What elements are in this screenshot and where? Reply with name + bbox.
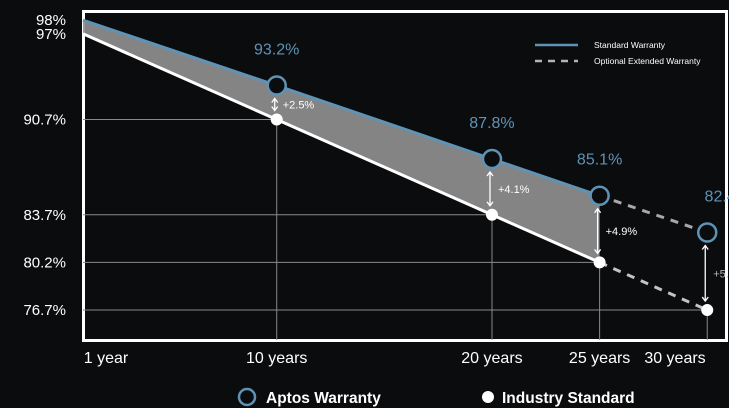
series-legend: Aptos Warranty Industry Standard: [237, 387, 635, 407]
line-style-legend: Standard Warranty Optional Extended Warr…: [535, 40, 701, 66]
plot-frame: [82, 10, 728, 342]
difference-label: +2.5%: [283, 100, 315, 112]
aptos-legend-marker: [237, 387, 257, 407]
aptos-value-label: 82.4%: [705, 188, 729, 205]
aptos-warranty-point: [696, 222, 718, 243]
y-tick-label: 98%: [36, 12, 66, 29]
y-tick-label: 80.2%: [23, 254, 66, 271]
difference-arrow-head: [701, 296, 709, 303]
x-tick-label: 25 years: [569, 350, 630, 367]
y-tick-label: 76.7%: [23, 302, 66, 319]
difference-arrow-head: [486, 170, 494, 177]
warranty-gap-band: [83, 20, 600, 263]
series-line-solid: [82, 18, 601, 198]
industry-legend-label: Industry Standard: [502, 390, 635, 407]
industry-standard-point: [485, 208, 498, 221]
difference-label: +4.1%: [498, 184, 530, 196]
difference-arrow-head: [271, 97, 279, 103]
y-tick-label: 90.7%: [23, 112, 66, 129]
difference-label: +4.9%: [606, 226, 638, 238]
difference-arrow-head: [594, 207, 602, 214]
aptos-value-label: 87.8%: [469, 115, 514, 132]
industry-standard-point: [593, 256, 606, 269]
series-line-dashed: [599, 194, 708, 234]
y-tick-label: 83.7%: [23, 207, 66, 224]
difference-arrow-head: [486, 201, 494, 207]
difference-label: +5.7%: [713, 268, 729, 280]
aptos-value-label: 85.1%: [577, 152, 622, 169]
series-line-solid: [82, 32, 601, 264]
difference-arrow-head: [594, 249, 602, 255]
legend-dashed-label: Optional Extended Warranty: [594, 56, 701, 66]
y-tick-label: 97%: [36, 26, 66, 43]
aptos-warranty-point: [481, 148, 503, 170]
aptos-warranty-point: [589, 185, 610, 206]
aptos-value-label: 93.2%: [254, 41, 299, 58]
difference-arrow-head: [701, 244, 709, 250]
industry-standard-point: [701, 304, 714, 317]
x-tick-label: 1 year: [84, 350, 129, 367]
aptos-warranty-point: [266, 75, 287, 96]
aptos-legend-label: Aptos Warranty: [266, 390, 381, 407]
industry-legend-marker: [482, 391, 494, 403]
x-tick-label: 20 years: [461, 350, 522, 367]
x-tick-label: 10 years: [246, 350, 307, 367]
difference-arrow-head: [271, 106, 279, 112]
legend-solid-label: Standard Warranty: [594, 40, 666, 50]
industry-standard-point: [270, 113, 283, 126]
x-tick-label: 30 years: [644, 350, 705, 367]
series-line-dashed: [599, 261, 708, 312]
